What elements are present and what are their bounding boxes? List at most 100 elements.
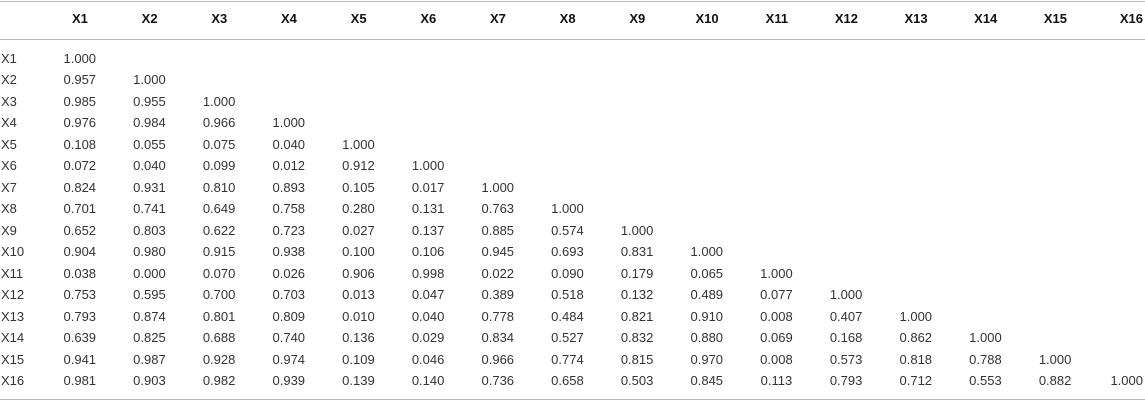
cell-value: 0.595 (133, 287, 166, 303)
cell-value: 0.803 (133, 222, 166, 238)
cell-value: 0.893 (272, 179, 306, 195)
cell-value: 0.012 (272, 158, 306, 174)
cell-value: 0.928 (202, 351, 236, 367)
cell-value: 1.000 (481, 179, 515, 195)
cell-value: 0.017 (411, 179, 445, 195)
cell-value: 1.000 (133, 72, 166, 88)
cell-value: 0.941 (63, 351, 97, 367)
cell-value: 0.955 (133, 93, 166, 109)
cell-value: 0.741 (133, 201, 166, 217)
cell-value: 0.027 (342, 222, 375, 238)
cell-value: 1.000 (690, 244, 724, 260)
cell-value: 0.903 (133, 373, 166, 388)
column-header: X11 (765, 11, 789, 26)
cell-value: 0.065 (690, 265, 724, 281)
cell-value: 0.407 (829, 308, 863, 324)
row-label: X3 (1, 93, 17, 109)
cell-value: 0.658 (551, 373, 584, 388)
cell-value: 0.047 (411, 287, 445, 303)
row-label: X16 (1, 373, 25, 388)
cell-value: 0.758 (272, 201, 306, 217)
row-label: X1 (1, 51, 17, 66)
row-label: X5 (1, 136, 17, 152)
cell-value: 0.906 (342, 265, 375, 281)
row-label: X11 (1, 265, 24, 281)
cell-value: 0.815 (620, 351, 654, 367)
cell-value: 0.649 (202, 201, 236, 217)
cell-value: 0.389 (481, 287, 515, 303)
cell-value: 0.966 (481, 351, 515, 367)
cell-value: 0.574 (551, 222, 584, 238)
top-rule (0, 1, 1145, 2)
cell-value: 0.998 (411, 265, 445, 281)
cell-value: 0.527 (551, 330, 584, 346)
row-label: X9 (1, 222, 17, 238)
column-header: X5 (350, 11, 367, 26)
cell-value: 0.885 (481, 222, 515, 238)
cell-value: 0.077 (760, 287, 793, 303)
cell-value: 0.072 (63, 158, 97, 174)
cell-value: 1.000 (202, 93, 236, 109)
cell-value: 0.753 (63, 287, 97, 303)
cell-value: 0.801 (202, 308, 236, 324)
cell-value: 0.100 (342, 244, 375, 260)
cell-value: 0.008 (760, 351, 793, 367)
cell-value: 0.974 (272, 351, 306, 367)
cell-value: 0.280 (342, 201, 375, 217)
cell-value: 0.055 (133, 136, 166, 152)
cell-value: 0.825 (133, 330, 166, 346)
cell-value: 0.140 (411, 373, 445, 388)
cell-value: 0.700 (202, 287, 236, 303)
cell-value: 0.774 (551, 351, 584, 367)
column-header: X14 (974, 11, 998, 26)
cell-value: 0.736 (481, 373, 515, 388)
cell-value: 0.069 (760, 330, 793, 346)
column-header: X7 (490, 11, 506, 26)
bottom-rule (0, 399, 1145, 400)
cell-value: 0.910 (690, 308, 724, 324)
column-header: X13 (904, 11, 928, 26)
cell-value: 0.489 (690, 287, 724, 303)
cell-value: 1.000 (620, 222, 654, 238)
cell-value: 0.040 (272, 136, 306, 152)
cell-value: 0.701 (63, 201, 97, 217)
cell-value: 0.845 (690, 373, 724, 388)
cell-value: 1.000 (411, 158, 445, 174)
cell-value: 1.000 (829, 287, 863, 303)
cell-value: 0.688 (202, 330, 236, 346)
cell-value: 0.090 (551, 265, 584, 281)
cell-value: 0.652 (63, 222, 97, 238)
row-label: X15 (1, 351, 25, 367)
cell-value: 0.945 (481, 244, 515, 260)
cell-value: 0.982 (202, 373, 236, 388)
cell-value: 0.809 (272, 308, 306, 324)
cell-value: 0.831 (620, 244, 654, 260)
cell-value: 0.503 (620, 373, 654, 388)
cell-value: 1.000 (1038, 351, 1072, 367)
cell-value: 1.000 (899, 308, 933, 324)
cell-value: 0.139 (342, 373, 375, 388)
cell-value: 0.040 (411, 308, 445, 324)
cell-value: 0.703 (272, 287, 306, 303)
cell-value: 0.740 (272, 330, 306, 346)
cell-value: 0.912 (342, 158, 375, 174)
column-header: X12 (834, 11, 858, 26)
cell-value: 0.029 (411, 330, 445, 346)
cell-value: 0.108 (63, 136, 97, 152)
cell-value: 0.132 (620, 287, 654, 303)
cell-value: 0.778 (481, 308, 515, 324)
cell-value: 0.862 (899, 330, 933, 346)
row-label: X7 (1, 179, 17, 195)
row-label: X8 (1, 201, 17, 217)
cell-value: 0.793 (829, 373, 863, 388)
cell-value: 0.553 (969, 373, 1002, 388)
column-header: X16 (1119, 11, 1143, 26)
cell-value: 0.987 (133, 351, 166, 367)
row-label: X12 (1, 287, 25, 303)
column-header: X8 (559, 11, 576, 26)
cell-value: 0.046 (411, 351, 445, 367)
cell-value: 0.939 (272, 373, 306, 388)
cell-value: 0.880 (690, 330, 724, 346)
cell-value: 0.109 (342, 351, 375, 367)
cell-value: 1.000 (969, 330, 1002, 346)
